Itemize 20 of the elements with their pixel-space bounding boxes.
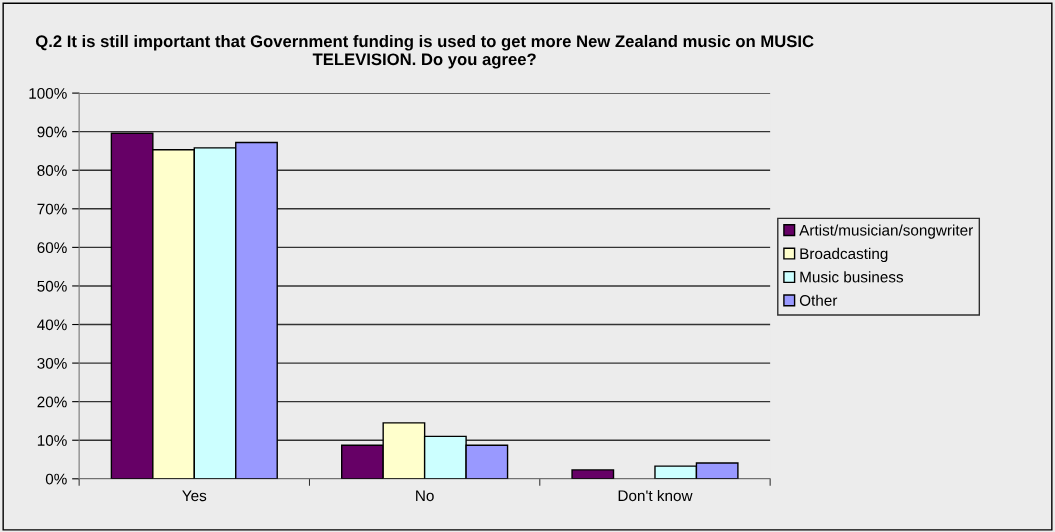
y-tick-label: 30% <box>37 357 67 369</box>
y-tick-label: 60% <box>37 242 67 254</box>
x-tick-label: No <box>416 490 434 502</box>
bar <box>571 469 615 479</box>
y-tick-label: 20% <box>37 396 67 408</box>
y-tick-label: 80% <box>37 165 67 176</box>
chart-title: Q.2 It is still important that Government funding is used to get more New Zealand music on MUSIC TELEVISION. Do you agree? <box>35 34 814 69</box>
legend-label: Artist/musician/songwriter <box>799 224 973 239</box>
legend-label: Music business <box>800 271 904 283</box>
y-tick-label: 100% <box>29 87 67 99</box>
legend-label: Broadcasting <box>800 247 888 263</box>
y-tick-label: 50% <box>37 280 67 292</box>
y-tick-label: 0% <box>45 473 67 485</box>
y-tick-label: 10% <box>37 435 67 446</box>
x-tick-label: Yes <box>182 490 207 502</box>
y-tick-label: 90% <box>37 126 67 138</box>
y-tick-label: 70% <box>37 203 67 215</box>
y-tick-label: 40% <box>37 319 67 331</box>
x-tick-label: Don't know <box>618 489 693 502</box>
legend-label: Other <box>799 294 838 306</box>
